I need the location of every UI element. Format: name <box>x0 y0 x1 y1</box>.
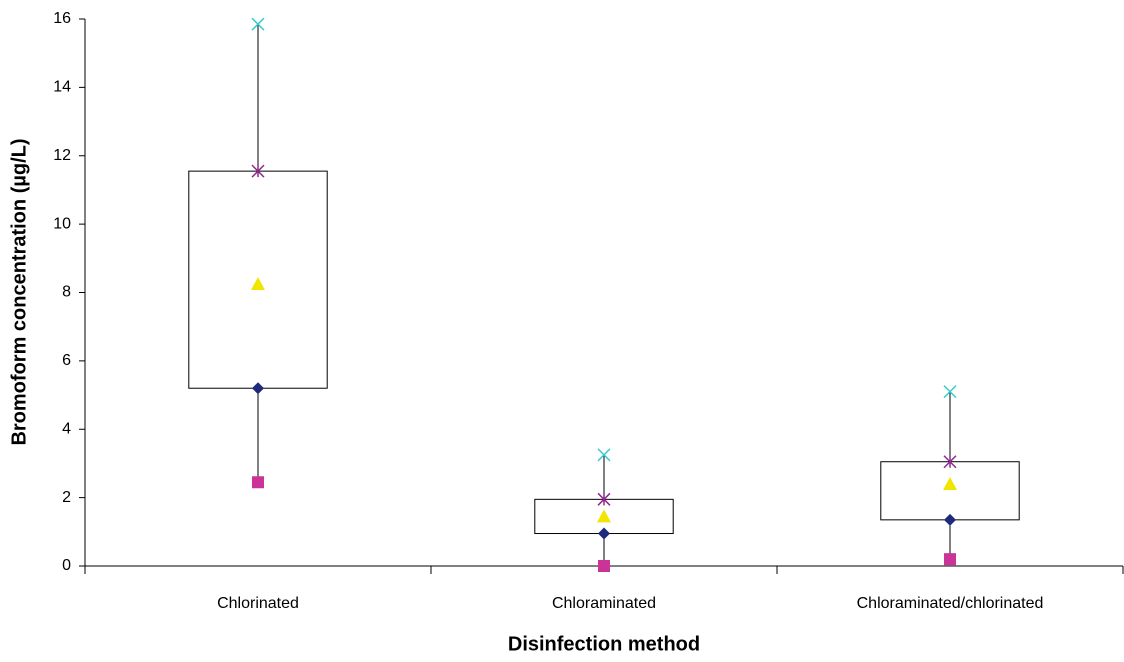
y-tick-label: 6 <box>62 352 71 369</box>
marker-x <box>251 17 265 31</box>
marker-x <box>943 385 957 399</box>
marker-square <box>944 553 956 566</box>
marker-square <box>598 560 610 572</box>
marker-star <box>251 164 265 178</box>
y-tick-label: 12 <box>53 147 71 164</box>
x-tick-label: Chloraminated/chlorinated <box>857 595 1044 612</box>
y-tick-label: 2 <box>62 489 71 506</box>
y-tick-label: 4 <box>62 420 71 437</box>
y-tick-label: 14 <box>53 79 71 96</box>
marker-diamond <box>598 527 610 540</box>
marker-diamond <box>252 382 264 395</box>
marker-triangle <box>943 476 957 490</box>
x-tick-label: Chloraminated <box>552 595 656 612</box>
x-tick-label: Chlorinated <box>217 595 299 612</box>
marker-star <box>597 492 611 506</box>
marker-x <box>597 448 611 462</box>
y-axis-title: Bromoform concentration (µg/L) <box>8 138 30 445</box>
marker-star <box>943 455 957 469</box>
y-tick-label: 16 <box>53 10 71 27</box>
y-tick-label: 10 <box>53 215 71 232</box>
y-tick-label: 8 <box>62 284 71 301</box>
marker-diamond <box>944 513 956 526</box>
box <box>880 461 1020 521</box>
marker-triangle <box>597 509 611 523</box>
marker-square <box>252 476 264 489</box>
y-tick-label: 0 <box>62 557 71 574</box>
x-axis-title: Disinfection method <box>508 633 700 655</box>
marker-triangle <box>251 276 265 290</box>
